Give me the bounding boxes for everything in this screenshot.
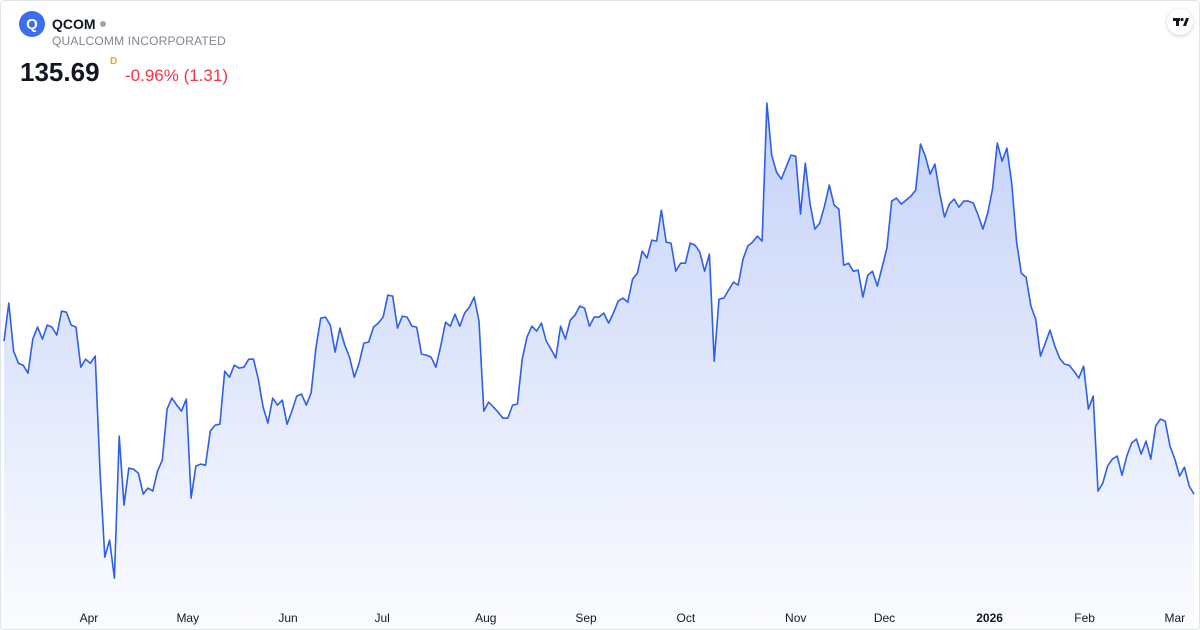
symbol[interactable]: QCOM — [52, 16, 96, 32]
interval: D — [110, 56, 118, 67]
area-fill — [4, 103, 1194, 629]
price-change: -0.96% (1.31) — [125, 66, 228, 85]
header: Q QCOM QUALCOMM INCORPORATED 135.69 D -0… — [19, 11, 228, 87]
price: 135.69 — [20, 57, 100, 87]
company-name: QUALCOMM INCORPORATED — [52, 34, 226, 48]
price-line — [3, 102, 1195, 579]
logo-icon — [1173, 17, 1189, 26]
symbol-logo: Q — [19, 11, 45, 37]
tradingview-logo[interactable] — [1167, 9, 1193, 35]
status-dot — [99, 21, 106, 27]
